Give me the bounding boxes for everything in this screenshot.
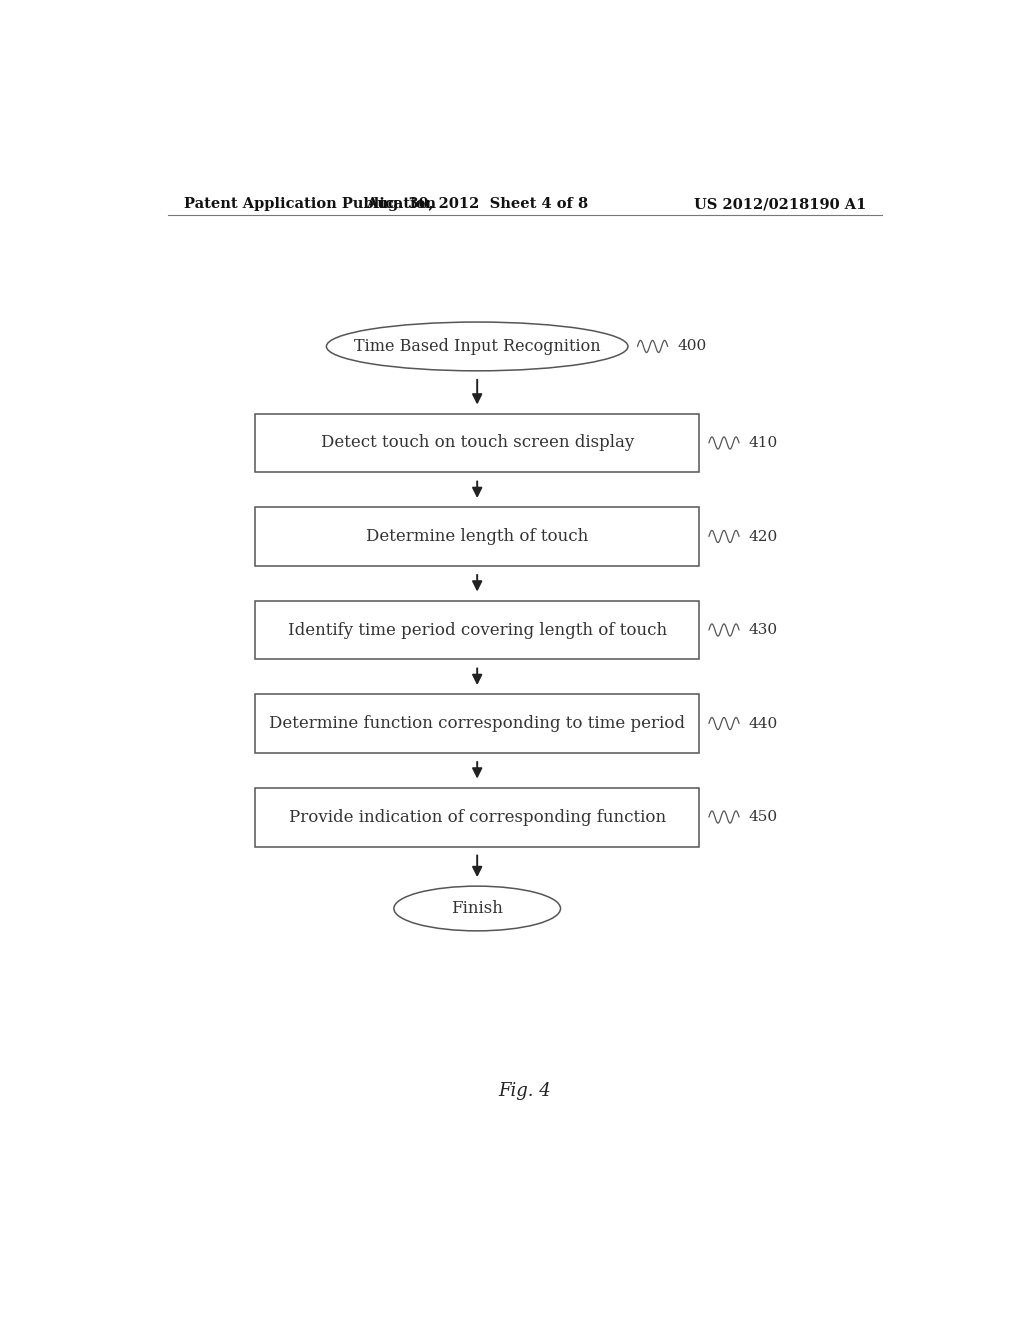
Text: Detect touch on touch screen display: Detect touch on touch screen display xyxy=(321,434,634,451)
Text: Aug. 30, 2012  Sheet 4 of 8: Aug. 30, 2012 Sheet 4 of 8 xyxy=(367,197,588,211)
Ellipse shape xyxy=(394,886,560,931)
FancyBboxPatch shape xyxy=(255,507,699,566)
Text: 410: 410 xyxy=(749,436,778,450)
FancyBboxPatch shape xyxy=(255,788,699,846)
Text: 450: 450 xyxy=(749,810,777,824)
FancyBboxPatch shape xyxy=(255,694,699,752)
Text: Patent Application Publication: Patent Application Publication xyxy=(183,197,435,211)
Text: Finish: Finish xyxy=(452,900,503,917)
Text: 400: 400 xyxy=(677,339,707,354)
Text: Determine length of touch: Determine length of touch xyxy=(366,528,589,545)
Ellipse shape xyxy=(327,322,628,371)
Text: Provide indication of corresponding function: Provide indication of corresponding func… xyxy=(289,809,666,825)
FancyBboxPatch shape xyxy=(255,601,699,660)
Text: Identify time period covering length of touch: Identify time period covering length of … xyxy=(288,622,667,639)
Text: 420: 420 xyxy=(749,529,778,544)
Text: 440: 440 xyxy=(749,717,778,730)
Text: 430: 430 xyxy=(749,623,777,638)
Text: Time Based Input Recognition: Time Based Input Recognition xyxy=(354,338,600,355)
Text: Determine function corresponding to time period: Determine function corresponding to time… xyxy=(269,715,685,733)
FancyBboxPatch shape xyxy=(255,413,699,473)
Text: Fig. 4: Fig. 4 xyxy=(499,1082,551,1101)
Text: US 2012/0218190 A1: US 2012/0218190 A1 xyxy=(693,197,866,211)
